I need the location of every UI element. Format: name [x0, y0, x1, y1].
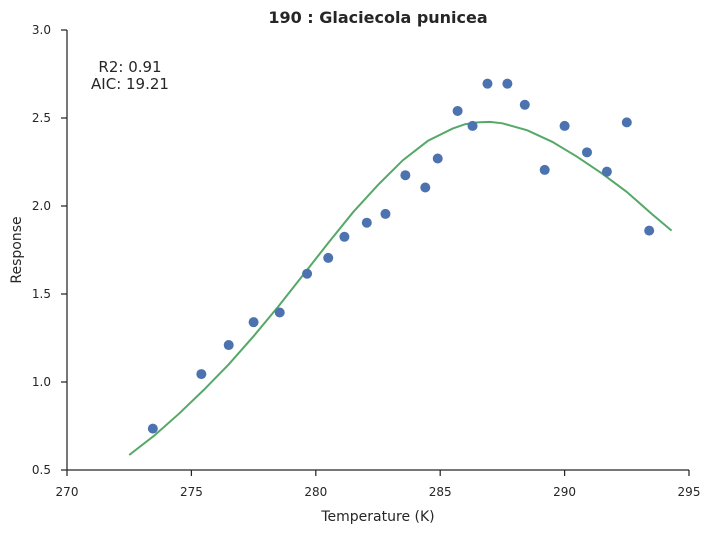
aic-annotation: AIC: 19.21: [91, 75, 169, 93]
data-point: [274, 307, 285, 318]
data-point: [361, 217, 372, 228]
data-point: [400, 170, 411, 181]
data-point: [147, 423, 158, 434]
x-tick-label: 275: [180, 485, 203, 499]
data-point: [467, 120, 478, 131]
data-point: [539, 164, 550, 175]
y-tick-label: 2.5: [32, 111, 51, 125]
data-point: [196, 369, 207, 380]
x-tick-label: 285: [429, 485, 452, 499]
data-point: [621, 117, 632, 128]
data-point: [420, 182, 431, 193]
data-point: [452, 105, 463, 116]
fit-curve: [128, 120, 673, 456]
y-tick-label: 1.0: [32, 375, 51, 389]
data-point: [644, 225, 655, 236]
x-tick-label: 280: [304, 485, 327, 499]
data-point: [339, 231, 350, 242]
data-point: [248, 317, 259, 328]
data-point: [432, 153, 443, 164]
data-points: [147, 78, 655, 434]
chart-title: 190 : Glaciecola punicea: [268, 8, 487, 27]
r2-annotation: R2: 0.91: [98, 58, 161, 76]
y-tick-label: 0.5: [32, 463, 51, 477]
x-tick-label: 270: [56, 485, 79, 499]
x-axis-label: Temperature (K): [320, 509, 434, 525]
x-tick-label: 290: [553, 485, 576, 499]
data-point: [380, 208, 391, 219]
data-point: [482, 78, 493, 89]
y-tick-label: 3.0: [32, 23, 51, 37]
data-point: [559, 120, 570, 131]
data-point: [502, 78, 513, 89]
y-axis-label: Response: [9, 216, 25, 283]
data-point: [581, 147, 592, 158]
y-axis-ticks: 0.5 1.0 1.5 2.0 2.5 3.0: [32, 23, 67, 477]
data-point: [601, 166, 612, 177]
data-point: [223, 340, 234, 351]
x-axis-ticks: 270 275 280 285 290 295: [56, 470, 701, 499]
y-tick-label: 1.5: [32, 287, 51, 301]
data-point: [323, 252, 334, 263]
x-tick-label: 295: [678, 485, 701, 499]
data-point: [302, 268, 313, 279]
data-point: [519, 99, 530, 110]
y-tick-label: 2.0: [32, 199, 51, 213]
